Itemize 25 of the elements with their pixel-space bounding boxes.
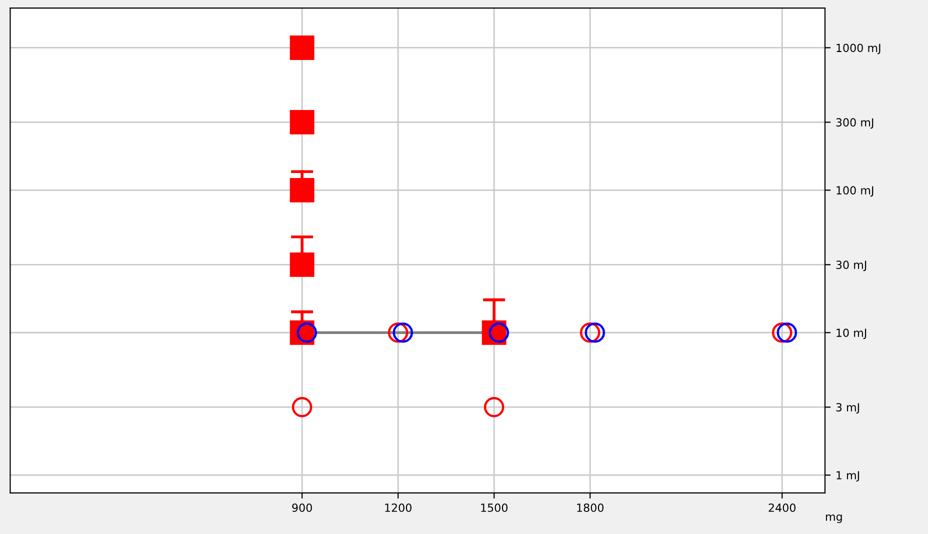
x-tick-label: 2400 xyxy=(768,503,796,512)
y-tick-label: 10 mJ xyxy=(836,328,866,340)
y-tick-label: 3 mJ xyxy=(836,403,860,414)
point xyxy=(388,322,408,343)
y-tick-label: 1 mJ xyxy=(836,471,860,482)
point xyxy=(484,396,504,418)
x-tick-label: 1800 xyxy=(577,503,604,512)
point xyxy=(776,322,798,343)
y-tick-label: 300 mJ xyxy=(836,118,874,129)
x-tick-label: 1500 xyxy=(481,503,508,512)
point xyxy=(292,396,312,418)
point xyxy=(584,322,606,343)
point xyxy=(290,178,314,202)
x-tick-label: 1200 xyxy=(385,503,412,512)
point xyxy=(290,36,314,60)
x-axis-title: mg xyxy=(826,514,842,524)
y-tick-label: 1000 mJ xyxy=(836,44,880,54)
point xyxy=(290,252,314,277)
y-tick-label: 100 mJ xyxy=(836,186,874,197)
x-tick-label: 900 xyxy=(292,503,312,512)
point xyxy=(580,322,600,343)
point xyxy=(772,322,792,343)
point xyxy=(392,322,414,343)
y-tick-label: 30 mJ xyxy=(836,260,866,272)
point xyxy=(290,110,314,134)
